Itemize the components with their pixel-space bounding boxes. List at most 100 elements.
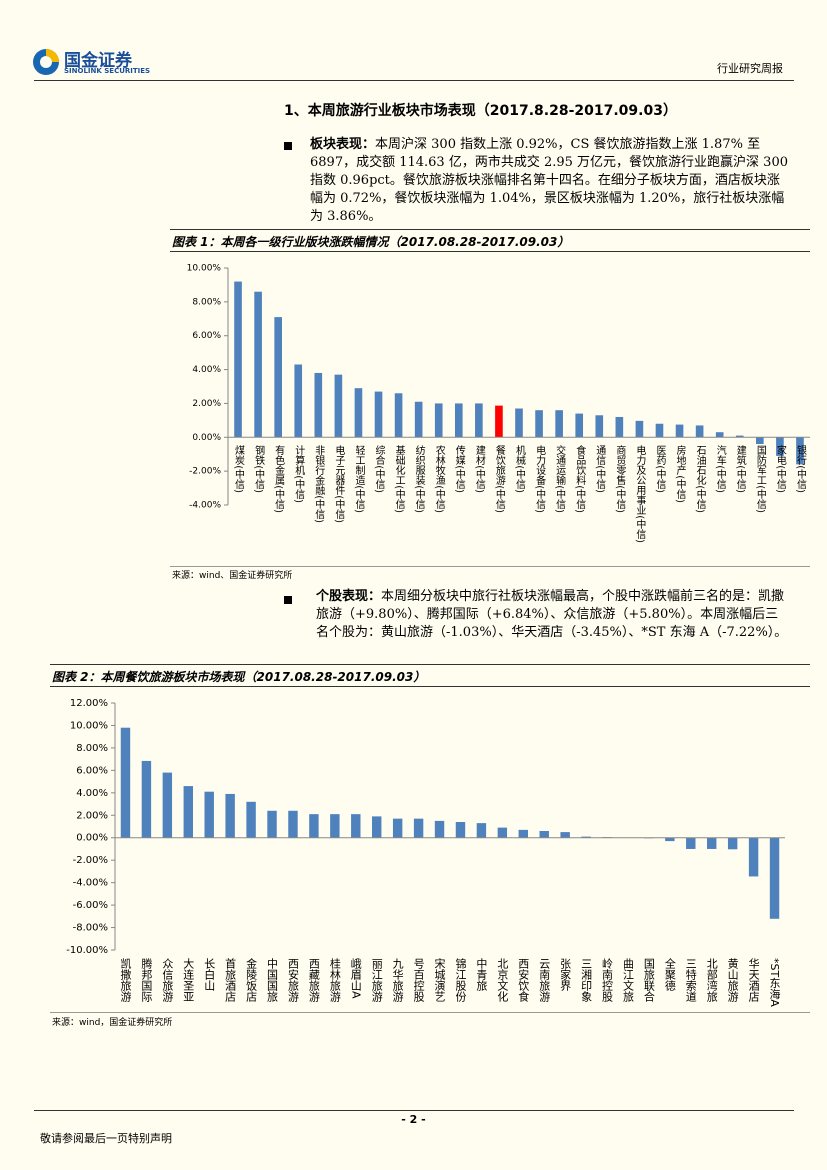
- rule: [50, 686, 810, 687]
- y-tick-label: -2.00%: [73, 855, 108, 866]
- bar: [655, 423, 664, 438]
- source: 来源：wind，国金证券研究所: [52, 1018, 173, 1028]
- x-tick-label: 非银行金融(中信): [313, 445, 325, 523]
- x-tick-label: 长白山: [203, 958, 216, 991]
- y-tick-label: 6.00%: [76, 765, 108, 776]
- bar: [314, 372, 323, 438]
- bar: [518, 829, 528, 838]
- x-tick-label: 张家界: [559, 958, 572, 992]
- bar: [254, 291, 262, 438]
- x-tick-label: 凯撒旅游: [119, 958, 132, 1002]
- bar: [581, 836, 591, 838]
- x-tick-label: 西安饮食: [517, 958, 530, 1003]
- y-tick-label: 10.00%: [70, 720, 108, 731]
- x-tick-label: 金陵饭店: [245, 957, 258, 1002]
- bar: [246, 801, 256, 838]
- x-tick-label: 机械(中信): [514, 444, 526, 493]
- x-tick-label: 农林牧渔(中信): [433, 444, 445, 513]
- bar: [595, 415, 604, 438]
- bar: [413, 818, 424, 838]
- x-tick-label: 国防军工(中信): [754, 445, 766, 513]
- bar: [535, 410, 543, 438]
- x-tick-label: 银行(中信): [794, 444, 806, 493]
- bar: [476, 823, 487, 838]
- y-tick-label: -8.00%: [73, 923, 108, 934]
- x-tick-label: 纺织服装(中信): [413, 444, 425, 513]
- x-tick-label: 九华旅游: [391, 958, 404, 1002]
- bar: [288, 810, 298, 838]
- bar: [392, 818, 403, 838]
- logo-cn: 国金证券: [64, 51, 132, 71]
- bar: [267, 810, 277, 838]
- bar: [394, 393, 403, 438]
- x-tick-label: 华天酒店: [747, 957, 760, 1002]
- x-tick-label: 电力设备(中信): [534, 444, 546, 513]
- x-tick-label: 岭南控股: [601, 957, 614, 1003]
- paragraph-lead: 个股表现：: [316, 589, 382, 604]
- bar: [665, 837, 675, 842]
- y-tick-label: 8.00%: [76, 743, 108, 754]
- paragraph-lead: 板块表现：: [310, 137, 376, 152]
- y-tick-label: -6.00%: [73, 900, 108, 911]
- x-tick-label: 电子元器件(中信): [333, 444, 345, 523]
- x-tick-label: 黄山旅游: [726, 957, 739, 1002]
- bar: [162, 772, 173, 838]
- bar: [539, 830, 549, 838]
- section-title: 1、本周旅游行业板块市场表现（2017.8.28-2017.09.03）: [284, 103, 677, 119]
- bar: [707, 837, 717, 849]
- source: 来源：wind、国金证券研究所: [172, 571, 293, 581]
- chart: -10.00% -8.00% -6.00% -4.00% -2.00% 0.00% 2.00…: [66, 698, 785, 1007]
- x-tick-label: 汽车(中信): [714, 444, 726, 493]
- rule: [170, 566, 810, 567]
- y-tick-label: 4.00%: [76, 788, 108, 799]
- x-tick-label: *ST东海A: [768, 958, 781, 1007]
- bar: [575, 413, 584, 438]
- bar: [495, 405, 503, 438]
- bar: [414, 401, 423, 438]
- y-tick-label: -2.00%: [189, 467, 221, 477]
- rule: [170, 251, 810, 252]
- logo-icon: [33, 49, 59, 75]
- x-tick-label: 国旅联合: [642, 958, 655, 1002]
- bar: [695, 425, 704, 438]
- x-tick-label: 北部湾旅: [705, 958, 718, 1002]
- x-tick-label: 医药(中信): [654, 445, 666, 493]
- bar: [796, 437, 804, 465]
- x-tick-label: 基础化工(中信): [393, 444, 405, 513]
- y-tick-label: -4.00%: [189, 501, 221, 511]
- x-tick-label: 传媒(中信): [453, 445, 465, 493]
- y-tick-label: 6.00%: [192, 331, 221, 341]
- bar: [294, 364, 303, 438]
- y-tick-label: 12.00%: [70, 698, 108, 709]
- bar: [354, 388, 363, 438]
- y-tick-label: 0.00%: [76, 833, 108, 844]
- bar: [234, 281, 242, 438]
- chart-title: 图表 1：本周各一级行业版块涨跌幅情况（2017.08.28-2017.09.0…: [172, 235, 570, 249]
- x-tick-label: 三湘印象: [580, 958, 593, 1002]
- x-tick-label: 家电(中信): [774, 444, 786, 493]
- bar: [274, 317, 282, 438]
- bar: [309, 814, 319, 838]
- bar: [515, 408, 523, 438]
- x-tick-label: 三特索道: [684, 958, 697, 1002]
- y-tick-label: 8.00%: [192, 297, 221, 307]
- x-tick-label: 西藏旅游: [307, 958, 320, 1002]
- x-tick-label: 北京文化: [496, 958, 509, 1003]
- y-tick-label: -4.00%: [73, 878, 108, 889]
- x-tick-label: 综合(中信): [373, 444, 385, 493]
- bar: [727, 837, 738, 850]
- x-tick-label: 众信旅游: [161, 958, 174, 1002]
- bar: [615, 416, 624, 438]
- x-tick-label: 丽江旅游: [370, 958, 383, 1002]
- x-tick-label: 腾邦国际: [140, 957, 153, 1003]
- bar: [555, 410, 563, 438]
- bar: [434, 403, 443, 438]
- bar: [635, 420, 644, 438]
- bar: [183, 786, 193, 838]
- x-tick-label: 桂林旅游: [328, 957, 341, 1002]
- x-tick-label: 煤炭(中信): [233, 444, 245, 493]
- x-tick-label: 西安旅游: [286, 958, 299, 1002]
- footer-rule: [34, 1110, 794, 1111]
- bar: [454, 403, 463, 438]
- bar: [434, 820, 445, 838]
